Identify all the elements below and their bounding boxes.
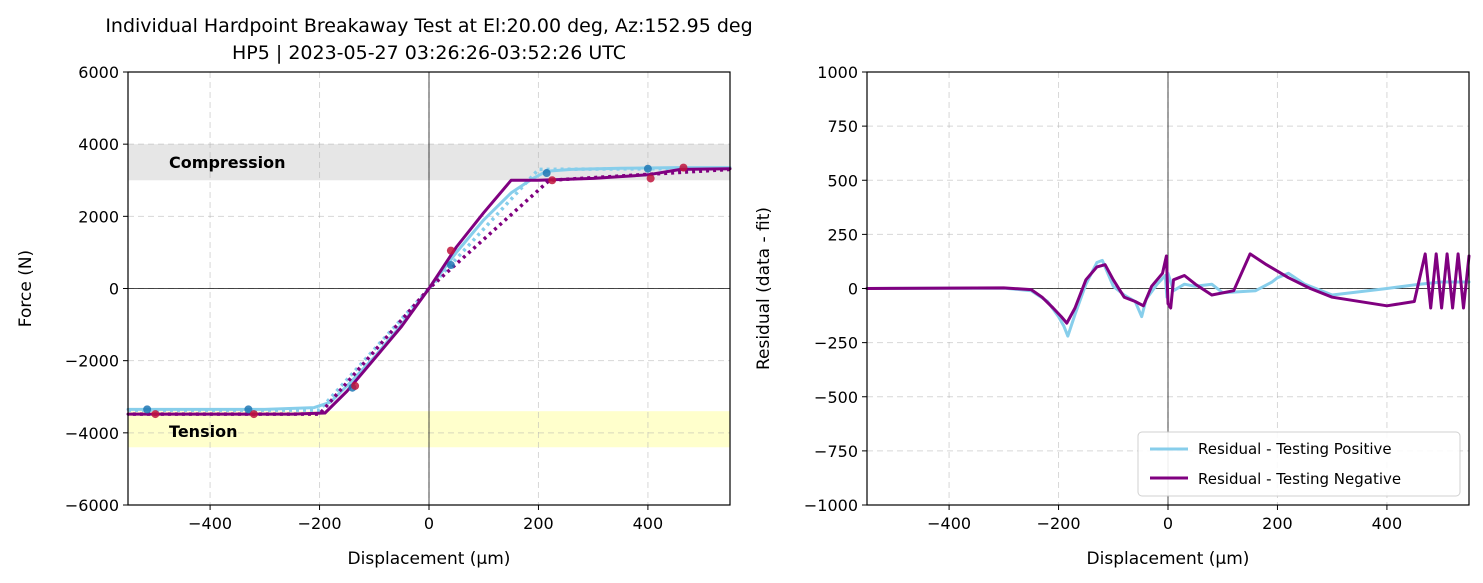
y-tick-label: 500 [827,171,858,190]
y-tick-label: −250 [814,334,858,353]
legend: Residual - Testing Positive Residual - T… [1137,431,1461,497]
data-point-marker [548,176,557,185]
force-subplot: Individual Hardpoint Breakaway Test at E… [16,15,753,569]
left-x-axis-label: Displacement (µm) [348,549,511,569]
x-tick-label: −200 [298,514,342,533]
y-tick-label: 2000 [78,207,119,226]
x-tick-label: 200 [1262,514,1293,533]
data-point-marker [643,164,652,173]
y-tick-label: 1000 [817,63,858,82]
data-point-marker [542,169,551,178]
y-tick-label: 0 [109,280,119,299]
testing-positive-fit-line [128,166,731,412]
data-point-marker [151,410,160,419]
data-point-marker [249,410,258,419]
left-plot-title: Individual Hardpoint Breakaway Test at E… [105,15,752,37]
testing-negative-fit-line [128,167,731,416]
y-tick-label: −500 [814,388,858,407]
legend-label-negative: Residual - Testing Negative [1198,470,1401,488]
right-x-axis-label: Displacement (µm) [1087,549,1250,569]
y-tick-label: 750 [827,117,858,136]
x-tick-label: −200 [1037,514,1081,533]
left-plot-subtitle: HP5 | 2023-05-27 03:26:26-03:52:26 UTC [232,42,626,64]
x-tick-label: 400 [1372,514,1403,533]
data-point-marker [646,174,655,183]
data-point-marker [244,405,253,414]
left-y-axis-label: Force (N) [16,250,36,327]
y-tick-label: 4000 [78,135,119,154]
x-tick-label: 400 [633,514,664,533]
y-tick-label: −750 [814,442,858,461]
x-tick-label: 200 [523,514,554,533]
data-point-marker [351,381,360,390]
data-point-marker [679,163,688,172]
y-tick-label: −4000 [65,424,119,443]
compression-band-label: Compression [169,153,286,172]
y-tick-label: −6000 [65,496,119,515]
residual-testing-negative-line [865,252,1471,325]
x-tick-label: 0 [1163,514,1173,533]
data-point-marker [446,246,455,255]
y-tick-label: 0 [848,280,858,299]
x-tick-label: 0 [424,514,434,533]
y-tick-label: −2000 [65,352,119,371]
x-tick-label: −400 [927,514,971,533]
data-point-marker [446,261,455,270]
legend-label-positive: Residual - Testing Positive [1198,440,1392,458]
y-tick-label: 6000 [78,63,119,82]
legend-box [1137,431,1461,497]
testing-positive-data-line [126,166,732,411]
y-tick-label: 250 [827,225,858,244]
y-tick-label: −1000 [804,496,858,515]
data-point-marker [143,405,152,414]
x-tick-label: −400 [188,514,232,533]
tension-band-label: Tension [169,422,237,441]
right-y-axis-label: Residual (data - fit) [754,207,774,370]
residual-subplot: −400 −200 0 200 400 −1000 −750 −500 −250 0 250 500 7… [754,63,1471,569]
